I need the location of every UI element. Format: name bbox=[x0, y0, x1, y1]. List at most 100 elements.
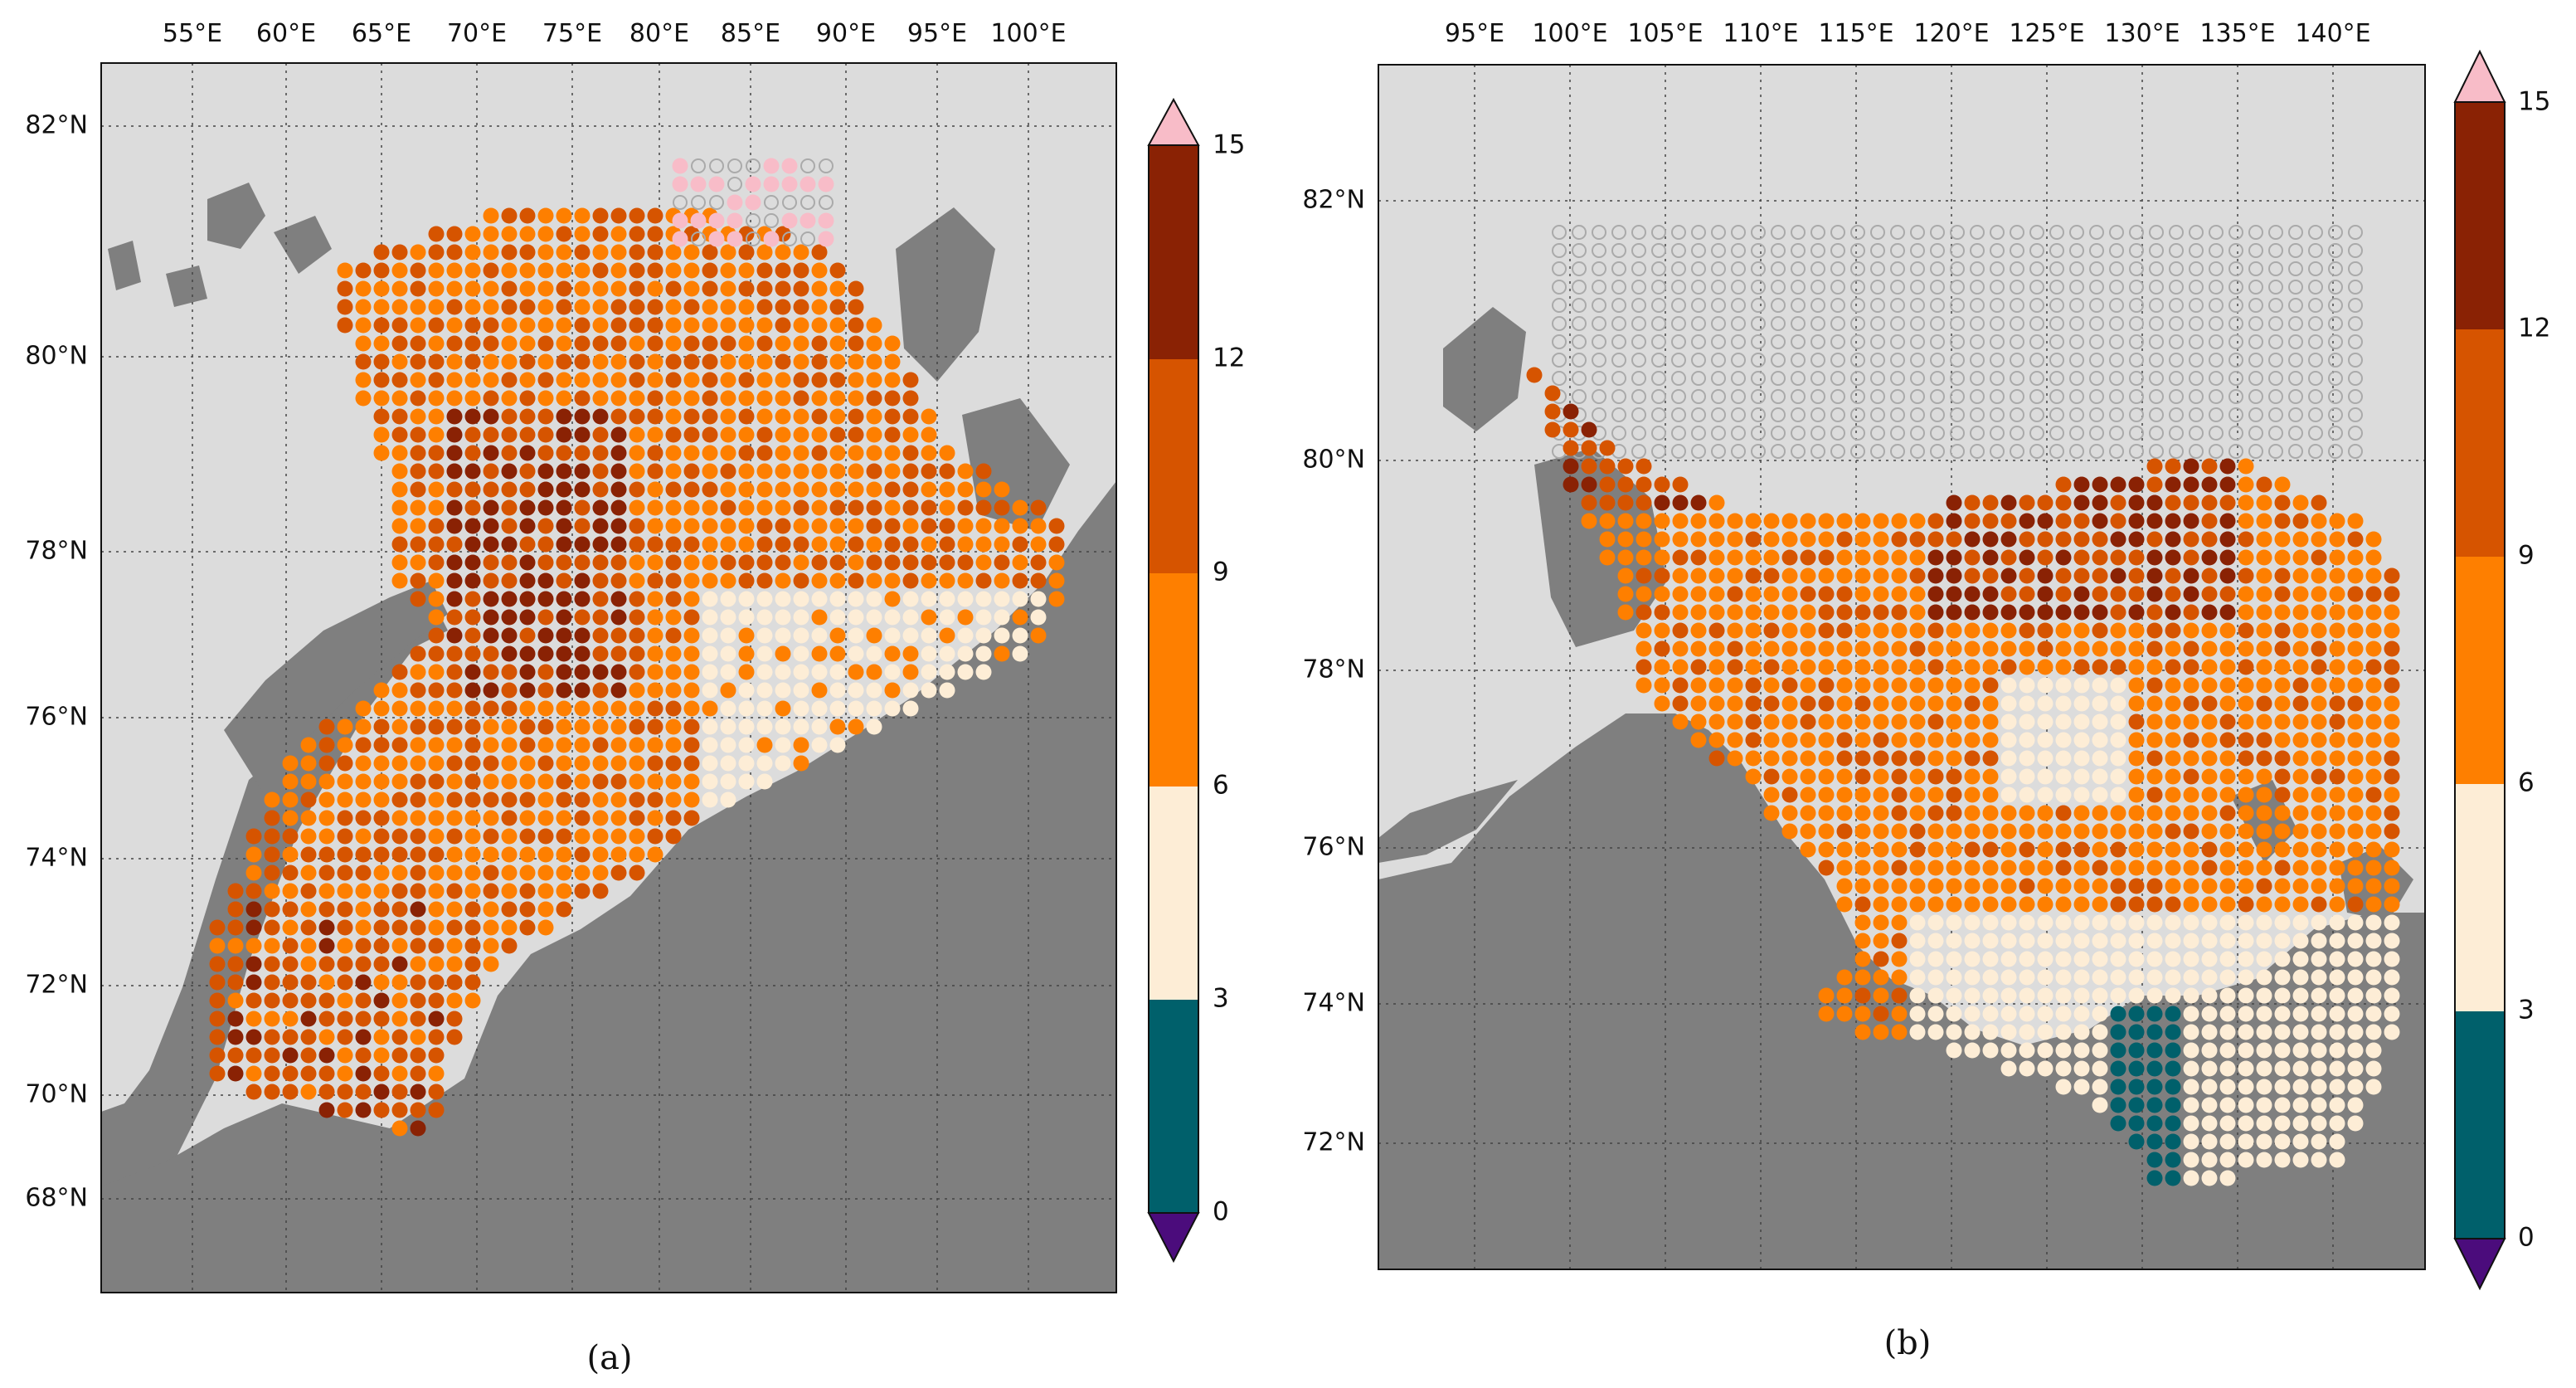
station-marker bbox=[2019, 640, 2035, 657]
station-marker bbox=[2165, 1079, 2181, 1095]
empty-station-marker bbox=[2288, 243, 2303, 258]
station-marker bbox=[1708, 677, 1725, 694]
station-marker bbox=[775, 700, 791, 717]
empty-station-marker bbox=[1791, 407, 1806, 422]
station-marker bbox=[2055, 896, 2072, 913]
station-marker bbox=[629, 700, 645, 717]
station-marker bbox=[556, 846, 572, 863]
empty-station-marker bbox=[709, 158, 724, 173]
station-marker bbox=[318, 956, 335, 972]
station-marker bbox=[2329, 860, 2345, 876]
station-marker bbox=[464, 280, 481, 297]
station-marker bbox=[318, 737, 335, 753]
station-marker bbox=[410, 335, 426, 352]
station-marker bbox=[647, 682, 663, 699]
station-marker bbox=[264, 810, 280, 826]
station-marker bbox=[2092, 640, 2108, 657]
station-marker bbox=[610, 755, 627, 772]
empty-station-marker bbox=[2209, 353, 2224, 368]
station-marker bbox=[1927, 896, 1944, 913]
empty-station-marker bbox=[1791, 389, 1806, 404]
empty-station-marker bbox=[1791, 243, 1806, 258]
station-marker bbox=[556, 664, 572, 680]
station-marker bbox=[1982, 823, 1999, 840]
empty-station-marker bbox=[2169, 225, 2184, 240]
station-marker bbox=[2201, 768, 2218, 785]
station-marker bbox=[2256, 987, 2272, 1004]
station-marker bbox=[665, 609, 682, 626]
station-marker bbox=[1672, 677, 1689, 694]
station-marker bbox=[818, 212, 834, 229]
station-marker bbox=[2146, 513, 2163, 529]
station-marker bbox=[519, 280, 536, 297]
station-marker bbox=[2256, 933, 2272, 949]
station-marker bbox=[2347, 787, 2364, 803]
station-marker bbox=[665, 481, 682, 498]
station-marker bbox=[2292, 1097, 2309, 1113]
station-marker bbox=[2292, 1024, 2309, 1040]
station-marker bbox=[300, 791, 317, 808]
station-marker bbox=[1708, 640, 1725, 657]
station-marker bbox=[2165, 476, 2181, 493]
station-marker bbox=[2274, 677, 2291, 694]
station-marker bbox=[1909, 531, 1926, 548]
latitude-labels: 82°N 80°N 78°N 76°N 74°N 72°N 70°N 68°N bbox=[25, 111, 88, 1213]
station-marker bbox=[446, 518, 463, 534]
station-marker bbox=[2274, 1133, 2291, 1150]
station-marker bbox=[848, 390, 864, 407]
station-marker bbox=[391, 244, 408, 261]
station-marker bbox=[811, 244, 828, 261]
station-marker bbox=[537, 353, 554, 370]
station-marker bbox=[2238, 841, 2254, 858]
station-marker bbox=[556, 791, 572, 808]
station-marker bbox=[519, 645, 536, 662]
station-marker bbox=[1818, 860, 1835, 876]
station-marker bbox=[1818, 787, 1835, 803]
station-marker bbox=[592, 536, 609, 553]
station-marker bbox=[1654, 494, 1670, 511]
station-marker bbox=[410, 1120, 426, 1137]
station-marker bbox=[355, 700, 372, 717]
station-marker bbox=[2274, 695, 2291, 712]
station-marker bbox=[2274, 622, 2291, 639]
station-marker bbox=[391, 408, 408, 425]
station-marker bbox=[720, 645, 736, 662]
station-marker bbox=[2256, 841, 2272, 858]
station-marker bbox=[647, 718, 663, 735]
empty-station-marker bbox=[764, 195, 779, 210]
station-marker bbox=[957, 627, 974, 644]
station-marker bbox=[537, 262, 554, 279]
empty-station-marker bbox=[1830, 334, 1845, 349]
station-marker bbox=[1873, 787, 1889, 803]
station-marker bbox=[2073, 987, 2090, 1004]
station-marker bbox=[391, 463, 408, 480]
empty-station-marker bbox=[2129, 243, 2144, 258]
station-marker bbox=[902, 627, 919, 644]
franz-josef-4 bbox=[108, 241, 141, 290]
station-marker bbox=[647, 773, 663, 790]
station-marker bbox=[2238, 969, 2254, 986]
station-marker bbox=[756, 664, 773, 680]
station-marker bbox=[2201, 622, 2218, 639]
station-marker bbox=[483, 244, 499, 261]
station-marker bbox=[2384, 659, 2400, 675]
station-marker bbox=[373, 1065, 390, 1082]
station-marker bbox=[1946, 732, 1962, 748]
station-marker bbox=[1854, 768, 1871, 785]
station-marker bbox=[519, 682, 536, 699]
station-marker bbox=[2037, 841, 2054, 858]
station-marker bbox=[2384, 787, 2400, 803]
station-marker bbox=[793, 700, 809, 717]
station-marker bbox=[665, 627, 682, 644]
station-marker bbox=[811, 700, 828, 717]
station-marker bbox=[1818, 622, 1835, 639]
station-marker bbox=[391, 700, 408, 717]
empty-station-marker bbox=[2010, 444, 2024, 459]
empty-station-marker bbox=[2049, 261, 2064, 276]
station-marker bbox=[2146, 695, 2163, 712]
station-marker bbox=[2365, 841, 2382, 858]
station-marker bbox=[848, 499, 864, 516]
station-marker bbox=[2128, 640, 2145, 657]
station-marker bbox=[2238, 1115, 2254, 1132]
station-marker bbox=[2311, 1115, 2327, 1132]
